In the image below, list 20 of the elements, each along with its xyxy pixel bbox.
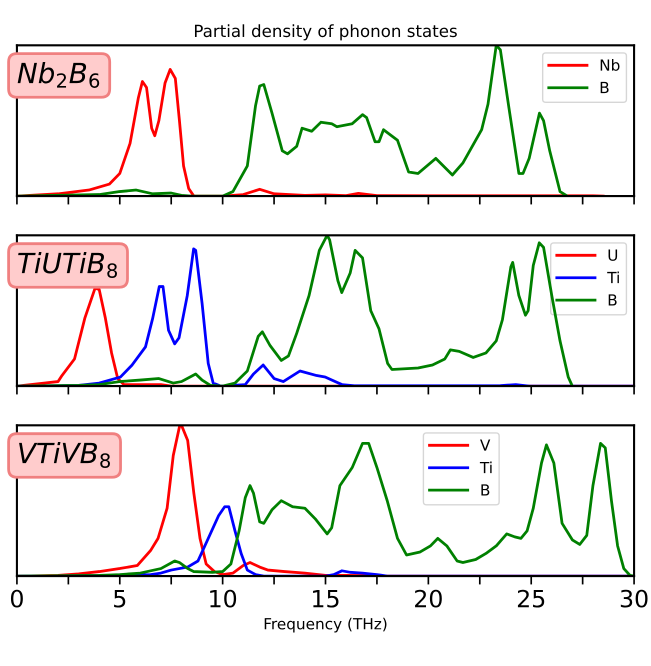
legend-label: U [608,250,618,261]
legend-label: B [481,484,490,496]
x-tick-label: 15 [313,590,338,608]
legend-label: Nb [600,59,620,71]
x-tick-label: 25 [518,590,544,608]
legend-label: V [480,440,490,451]
x-tick-label: 10 [210,590,236,608]
annotation: VTiVB$_{8}$ [19,442,110,468]
x-tick-label: 5 [114,590,126,608]
chart-title: Partial density of phonon states [194,24,457,40]
legend-label: Ti [607,271,619,284]
x-axis-title: Frequency (THz) [264,618,386,632]
legend-label: Ti [480,461,492,474]
annotation: Nb$_{2}$B$_{6}$ [18,62,100,88]
x-tick-label: 0 [10,590,23,608]
annotation: TiUTiB$_{8}$ [18,252,117,278]
x-tick-label: 20 [415,590,442,608]
legend-label: B [608,294,617,306]
x-tick-label: 30 [620,590,648,608]
legend-label: B [600,82,609,94]
